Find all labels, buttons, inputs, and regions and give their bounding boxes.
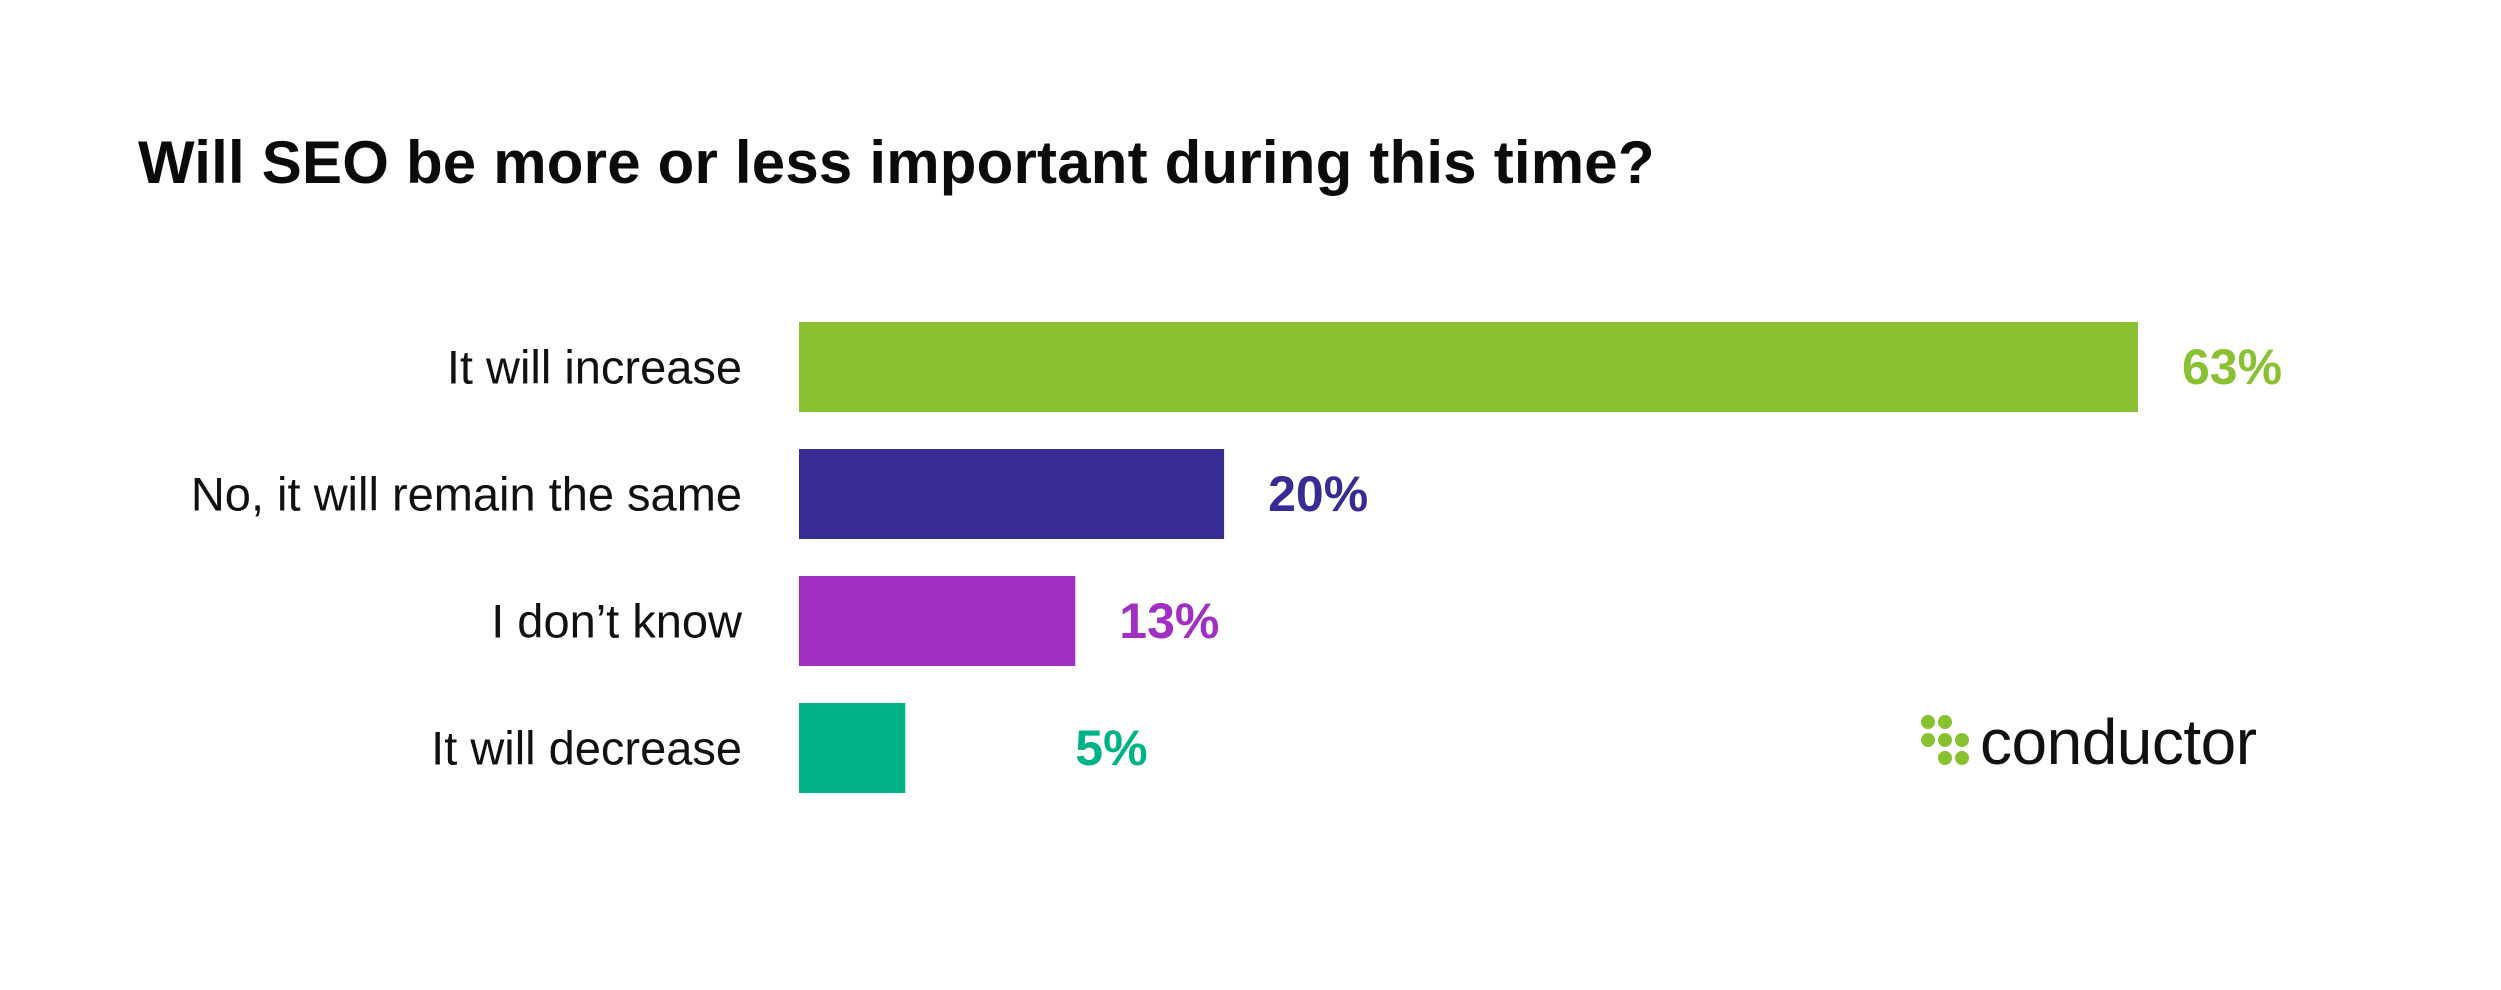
value-label: 63% [2182,339,2282,395]
bar [799,322,2138,412]
value-label: 5% [1075,720,1147,776]
category-label: No, it will remain the same [191,468,742,521]
category-label: I don’t know [491,595,743,648]
chart-title: Will SEO be more or less important durin… [138,129,1655,196]
value-label: 20% [1268,466,1368,522]
conductor-logo-text: conductor [1980,706,2257,778]
bar [799,449,1225,539]
category-label: It will increase [447,341,742,394]
value-label: 13% [1119,593,1219,649]
bar [799,703,906,793]
bar [799,576,1076,666]
conductor-logo-icon [1921,715,1969,765]
category-label: It will decrease [431,722,742,775]
conductor-logo: conductor [1920,710,2257,774]
